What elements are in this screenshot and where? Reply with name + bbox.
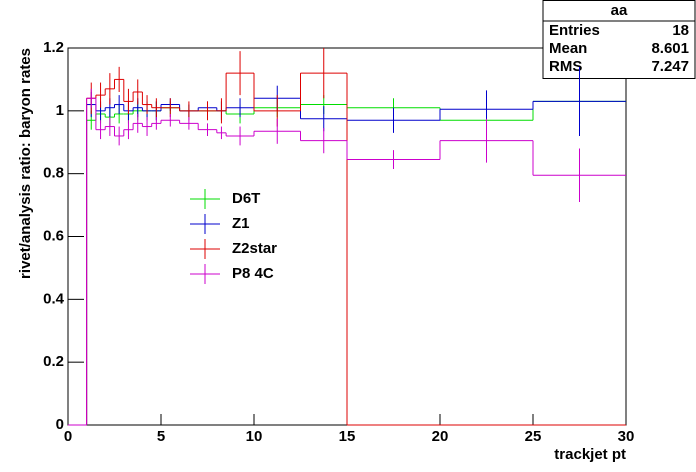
y-axis-label: rivet/analysis ratio: baryon rates [17,48,34,279]
legend-label: P8 4C [232,265,274,282]
stats-frame [542,0,696,79]
x-tick-label: 0 [64,428,72,445]
x-tick-label: 30 [618,428,635,445]
legend-label: Z1 [232,215,250,232]
x-axis-label: trackjet pt [554,446,626,463]
y-tick-label: 0.8 [43,165,64,182]
x-tick-label: 15 [339,428,356,445]
y-tick-label: 1.2 [43,39,64,56]
x-tick-label: 5 [157,428,165,445]
x-tick-label: 25 [525,428,542,445]
y-tick-label: 1 [56,102,64,119]
stats-key: RMS [549,58,582,75]
stats-key: Entries [549,22,600,39]
x-tick-label: 10 [246,428,263,445]
y-tick-label: 0.2 [43,353,64,370]
legend-label: Z2star [232,240,277,257]
legend-label: D6T [232,190,260,207]
y-tick-label: 0 [56,416,64,433]
stats-box: aa Entries 18 Mean 8.601 RMS 7.247 [542,0,696,79]
stats-key: Mean [549,40,587,57]
stats-value: 8.601 [651,40,689,57]
stats-title: aa [611,2,628,19]
y-tick-label: 0.6 [43,227,64,244]
x-tick-label: 20 [432,428,449,445]
stats-value: 7.247 [651,58,689,75]
stats-value: 18 [672,22,689,39]
y-tick-label: 0.4 [43,290,65,307]
